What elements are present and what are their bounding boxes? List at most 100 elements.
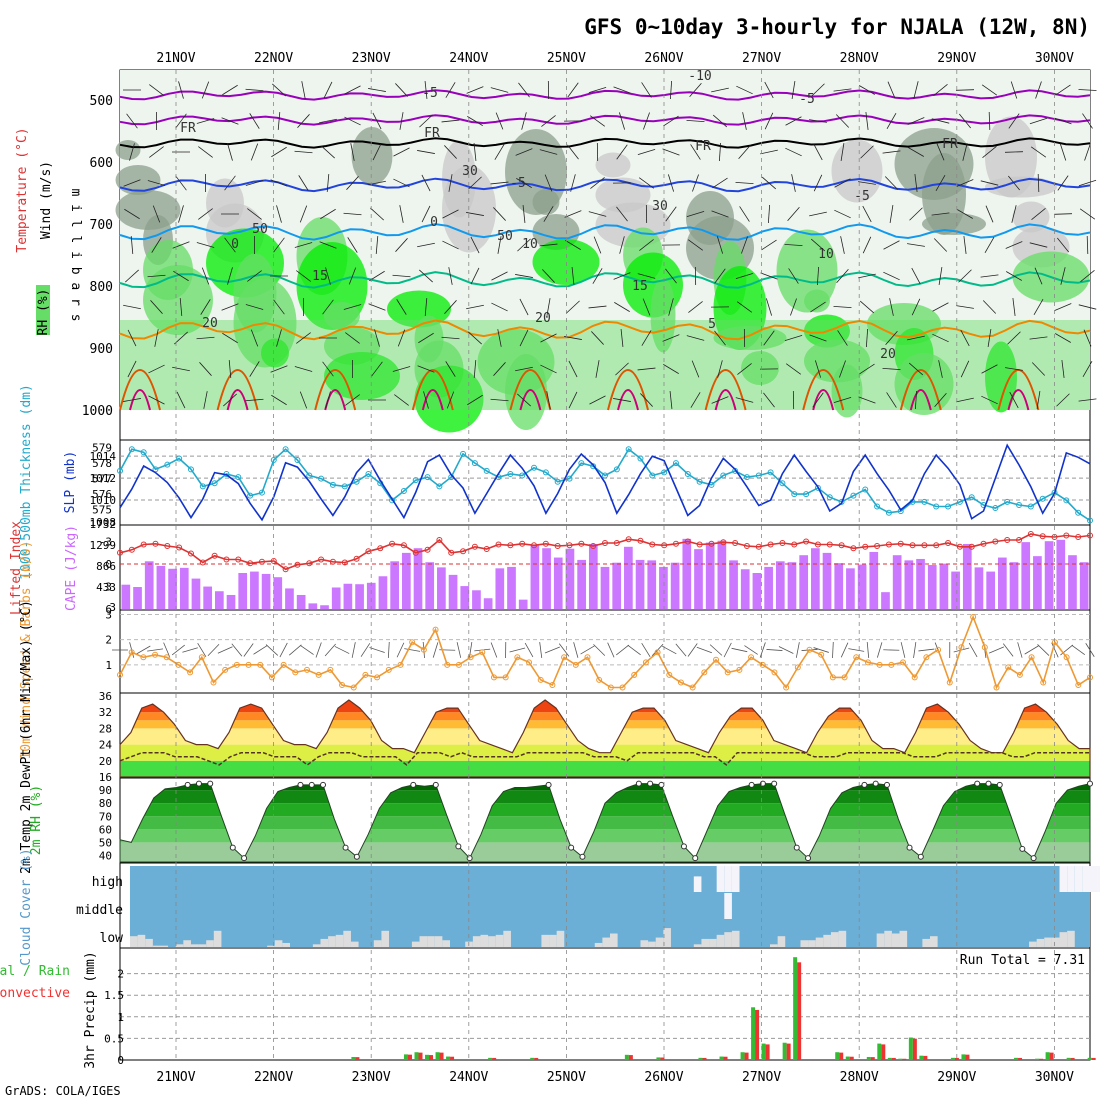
wind-barb — [882, 150, 901, 154]
temp-contour-10 — [119, 223, 1091, 241]
wind-barb — [790, 298, 797, 316]
wind-speed-line-point — [479, 649, 486, 656]
wind-barb — [441, 336, 460, 340]
wind-barb — [249, 113, 260, 129]
rh-blob — [713, 326, 787, 350]
rh-point — [647, 780, 654, 787]
contour-label: 0 — [231, 237, 239, 252]
wind-speed-line-point — [841, 674, 848, 681]
wind-barb — [907, 243, 925, 247]
wind-barb — [493, 207, 506, 221]
wind-speed-line-point — [771, 669, 778, 676]
cloud-low-bar — [800, 940, 809, 947]
pressure-tick-label: 600 — [90, 156, 113, 171]
lifted-index-line-point — [258, 558, 265, 565]
wind-barb — [566, 300, 580, 314]
wind-speed-line-point — [864, 659, 871, 666]
thickness-line-point — [767, 469, 774, 476]
upper-air-fields: -10 -5 -5 FR FR FR FR -5 -5 0 0 10 10 15 15 20 20 20 30 30 5… — [115, 69, 1097, 433]
wind-barb — [417, 365, 435, 373]
precip-panel — [119, 947, 1091, 1061]
wind-speed-line-point — [900, 659, 907, 666]
cloud-high-bar — [1059, 866, 1068, 892]
wind-speed-line-point — [339, 681, 346, 688]
wind-barb — [468, 176, 482, 190]
precip-conv-bar — [723, 1056, 728, 1060]
wind-barb — [688, 301, 703, 313]
lifted-index-line-point — [341, 559, 348, 566]
cape-bar — [437, 567, 446, 609]
cape-bar — [472, 590, 481, 609]
wind-barb — [421, 205, 431, 223]
contour-label: FR — [180, 121, 196, 136]
wind-barb — [125, 269, 139, 283]
wind-barb — [542, 269, 555, 283]
wind-barb — [495, 112, 504, 130]
bottom-date-label: 29NOV — [937, 1070, 976, 1085]
wind-barb — [148, 364, 165, 374]
rh-blob — [351, 127, 393, 185]
cloud-low-bar — [328, 936, 336, 947]
wind-barb-10m — [171, 644, 185, 656]
wind-barb — [717, 360, 723, 378]
wind-barb — [294, 242, 313, 248]
lifted-index-line-point — [187, 550, 194, 557]
wind-barb — [1008, 113, 1020, 129]
wind-barb-10m — [687, 643, 698, 657]
wind-speed-line-point — [362, 671, 369, 678]
wind-barb — [1059, 143, 1067, 161]
temp-contour-hump — [411, 369, 454, 411]
rh-blob — [650, 277, 676, 353]
lifted-index-line-point — [377, 545, 384, 552]
cloud-low-bar — [320, 938, 329, 947]
wind-barb — [392, 274, 411, 278]
wind-barb — [272, 83, 286, 97]
wind-speed-line-point — [701, 669, 708, 676]
wind-barb — [323, 81, 333, 99]
cloud-low-bar — [282, 942, 290, 947]
wind-barb — [466, 212, 484, 216]
wind-barb — [1011, 205, 1017, 223]
wind-barb — [1082, 113, 1093, 129]
wind-barb — [735, 181, 754, 185]
cape-bar — [390, 561, 399, 609]
temp-contour-hump — [704, 369, 747, 411]
wind-barb — [588, 86, 607, 94]
wind-barb — [1061, 360, 1065, 378]
wind-barb-10m — [396, 642, 405, 658]
cloud-low-bar — [838, 930, 847, 947]
wind-barb — [590, 177, 605, 189]
wind-speed-line-point — [596, 676, 603, 683]
precip-total-bar — [446, 1056, 451, 1060]
precip-tick-label: 2 — [117, 968, 124, 981]
lifted-index-line-point — [117, 549, 123, 556]
wind-barb — [152, 205, 161, 223]
cloud-low-bar — [930, 936, 938, 947]
wind-barb — [418, 332, 434, 344]
cape-bar — [355, 584, 364, 609]
wind-barb — [419, 269, 433, 283]
wind-speed-line-point — [257, 661, 264, 668]
lifted-index-line-point — [128, 546, 135, 553]
wind-barb — [735, 272, 754, 280]
wind-barb-10m — [231, 643, 243, 657]
top-date-label: 27NOV — [742, 51, 781, 66]
precip-conv-bar — [418, 1052, 423, 1060]
cloud-low-bar — [899, 930, 908, 947]
wind-barb-10m — [866, 641, 870, 659]
wind-barb — [834, 209, 851, 219]
wind-barb-10m — [136, 645, 151, 655]
wind-barb — [933, 238, 948, 252]
wind-barb — [247, 208, 262, 220]
thickness-line-point — [791, 491, 798, 498]
temp-contour-hump — [802, 369, 845, 411]
wind-barb — [764, 81, 774, 99]
rh-line — [119, 782, 1091, 863]
wind-barb — [423, 391, 429, 409]
wind-barb — [395, 238, 408, 252]
wind-barb — [273, 237, 285, 253]
wind-barb — [421, 174, 431, 192]
wind-speed-line-point — [713, 656, 720, 663]
chart-layers: 21NOV 21NOV 22NOV 22NOV 23NOV 23NOV 24NOV 24NOV… — [0, 51, 1100, 1085]
wind-barb — [637, 148, 656, 156]
